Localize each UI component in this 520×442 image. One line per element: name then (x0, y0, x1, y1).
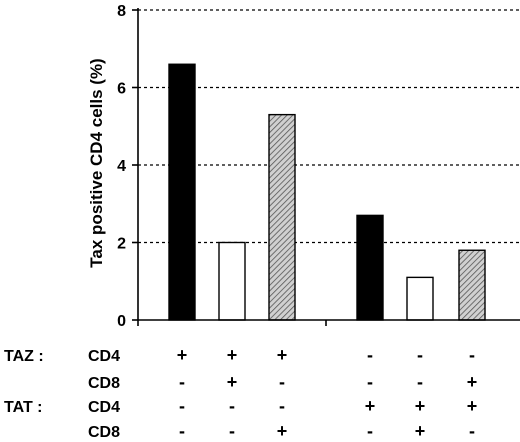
bar-6 (458, 249, 486, 321)
axes (132, 8, 520, 326)
y-tick-labels: 0 2 4 6 8 (117, 3, 126, 330)
treatment-symbol-r2-c4: + (415, 396, 426, 416)
treatment-table: TAZ : CD4 + + + - - - CD8 - + - - - + TAT : CD4 - - - + + + CD8… (4, 345, 477, 441)
y-axis-label: Tax positive CD4 cells (%) (87, 58, 106, 267)
y-tick-label-3: 6 (117, 81, 126, 98)
treatment-symbol-r1-c5: + (467, 372, 478, 392)
treatment-row-label-1: CD8 (88, 375, 120, 392)
treatment-symbol-r2-c3: + (365, 396, 376, 416)
treatment-symbol-r0-c2: + (277, 345, 288, 365)
treatment-symbol-r1-c2: - (279, 372, 285, 392)
treatment-symbol-r3-c2: + (277, 421, 288, 441)
treatment-group-label-2: TAT : (4, 399, 43, 416)
treatment-symbol-r0-c1: + (227, 345, 238, 365)
treatment-row-label-3: CD8 (88, 424, 120, 441)
treatment-symbol-r3-c5: - (469, 421, 475, 441)
y-tick-label-1: 2 (117, 236, 126, 253)
bar-1 (168, 63, 196, 321)
treatment-symbol-r1-c1: + (227, 372, 238, 392)
treatment-symbol-r3-c3: - (367, 421, 373, 441)
y-tick-label-0: 0 (117, 313, 126, 330)
bar-4 (356, 214, 384, 321)
treatment-row-label-0: CD4 (88, 348, 120, 365)
treatment-symbol-r3-c1: - (229, 421, 235, 441)
treatment-symbol-r2-c2: - (279, 396, 285, 416)
treatment-symbol-r0-c5: - (469, 345, 475, 365)
treatment-group-label-0: TAZ : (4, 348, 44, 365)
treatment-symbol-r3-c0: - (179, 421, 185, 441)
treatment-symbol-r2-c0: - (179, 396, 185, 416)
treatment-symbol-r2-c5: + (467, 396, 478, 416)
treatment-symbol-r2-c1: - (229, 396, 235, 416)
grid-lines (138, 9, 520, 244)
treatment-symbol-r1-c3: - (367, 372, 373, 392)
treatment-symbol-r1-c4: - (417, 372, 423, 392)
bars (168, 63, 486, 321)
y-tick-label-2: 4 (117, 158, 126, 175)
bar-3 (268, 113, 296, 321)
treatment-row-label-2: CD4 (88, 399, 120, 416)
treatment-symbol-r3-c4: + (415, 421, 426, 441)
bar-5 (406, 276, 434, 321)
treatment-symbol-r1-c0: - (179, 372, 185, 392)
bar-2 (218, 241, 246, 321)
treatment-symbol-r0-c0: + (177, 345, 188, 365)
y-tick-label-4: 8 (117, 3, 126, 20)
treatment-symbol-r0-c4: - (417, 345, 423, 365)
treatment-symbol-r0-c3: - (367, 345, 373, 365)
